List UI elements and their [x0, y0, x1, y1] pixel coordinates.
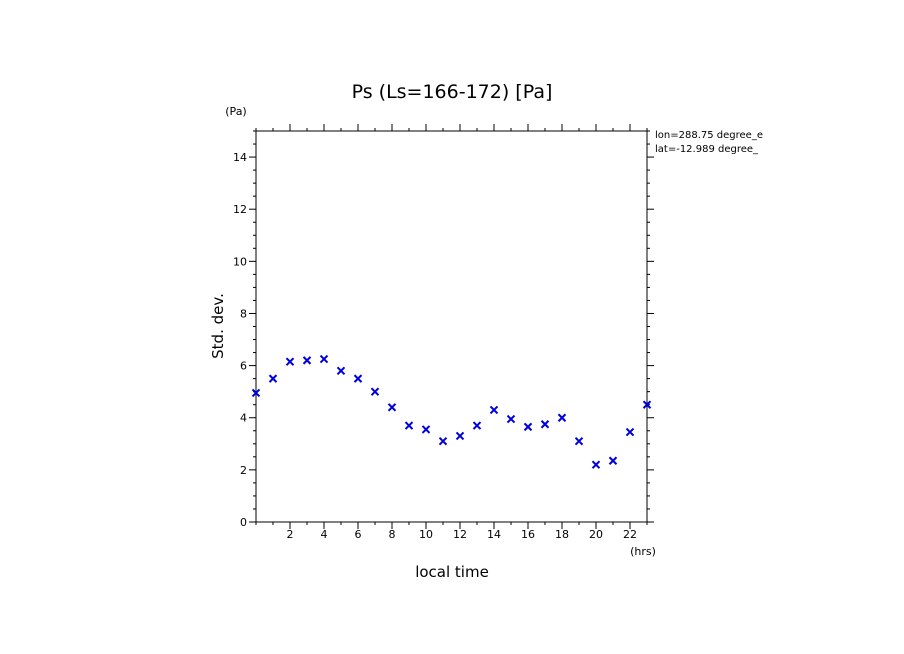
data-point	[387, 403, 397, 412]
data-point-stroke	[404, 421, 414, 430]
data-point-stroke	[251, 388, 261, 398]
x-tick-label: 10	[419, 528, 433, 541]
tick-label-group: 0 2 4 6 8 10 12 14 2 4 6 8 10 12 14 16 18 20 22	[233, 151, 637, 541]
lat-annotation: lat=-12.989 degree_	[655, 144, 759, 155]
data-point-stroke	[455, 431, 465, 441]
data-point-stroke	[608, 456, 618, 465]
data-point	[285, 357, 295, 366]
y-tick-label: 6	[240, 360, 247, 373]
data-point	[268, 374, 278, 383]
x-tick-label: 2	[287, 528, 294, 541]
data-point-stroke	[438, 436, 448, 446]
x-tick-label: 14	[487, 528, 501, 541]
data-point	[591, 460, 601, 469]
y-tick-label: 8	[240, 307, 247, 320]
data-point-stroke	[353, 374, 363, 383]
data-point-stroke	[302, 356, 312, 365]
x-tick-label: 16	[521, 528, 535, 541]
y-axis-label: Std. dev.	[209, 293, 227, 359]
x-tick-label: 6	[355, 528, 362, 541]
data-point	[540, 420, 550, 429]
data-point-stroke	[370, 387, 380, 396]
data-point	[438, 436, 448, 446]
data-point	[574, 436, 584, 446]
y-tick-label: 14	[233, 151, 247, 164]
x-tick-label: 8	[389, 528, 396, 541]
data-point	[625, 427, 635, 437]
tick-group	[249, 124, 654, 529]
data-point-stroke	[557, 413, 567, 422]
data-point-stroke	[591, 460, 601, 469]
data-point	[421, 425, 431, 434]
data-point-stroke	[421, 425, 431, 434]
data-point	[489, 405, 499, 415]
data-point-stroke	[285, 357, 295, 366]
y-tick-label: 4	[240, 412, 247, 425]
data-point-stroke	[489, 405, 499, 415]
x-tick-label: 4	[321, 528, 328, 541]
y-tick-label: 10	[233, 255, 247, 268]
x-tick-label: 12	[453, 528, 467, 541]
data-point	[353, 374, 363, 383]
data-point	[302, 356, 312, 365]
y-tick-label: 0	[240, 516, 247, 529]
data-point	[336, 366, 346, 376]
data-point	[523, 422, 533, 432]
y-tick-label: 12	[233, 203, 247, 216]
data-point-stroke	[319, 354, 329, 364]
y-unit-label: (Pa)	[225, 105, 246, 118]
data-point	[319, 354, 329, 364]
plot-frame	[255, 130, 648, 523]
data-point-stroke	[336, 366, 346, 376]
y-tick-label: 2	[240, 464, 247, 477]
data-point	[472, 421, 482, 430]
data-point	[404, 421, 414, 430]
x-unit-label: (hrs)	[630, 545, 656, 558]
data-point	[370, 387, 380, 396]
data-point-stroke	[625, 427, 635, 437]
data-point-stroke	[523, 422, 533, 432]
data-point-stroke	[387, 403, 397, 412]
data-point	[251, 388, 261, 398]
data-point	[455, 431, 465, 441]
data-point-group	[251, 354, 652, 469]
data-point	[557, 413, 567, 422]
data-point-stroke	[540, 420, 550, 429]
data-point-stroke	[642, 400, 652, 409]
data-point-stroke	[268, 374, 278, 383]
data-point-stroke	[506, 414, 516, 424]
data-point	[608, 456, 618, 465]
data-point	[506, 414, 516, 424]
lon-annotation: lon=288.75 degree_e	[655, 130, 763, 141]
data-point-stroke	[574, 436, 584, 446]
x-tick-label: 20	[589, 528, 603, 541]
x-axis-label: local time	[415, 563, 489, 581]
data-point	[642, 400, 652, 409]
chart-title: Ps (Ls=166-172) [Pa]	[352, 81, 553, 103]
data-point-stroke	[472, 421, 482, 430]
x-tick-label: 22	[623, 528, 637, 541]
x-tick-label: 18	[555, 528, 569, 541]
